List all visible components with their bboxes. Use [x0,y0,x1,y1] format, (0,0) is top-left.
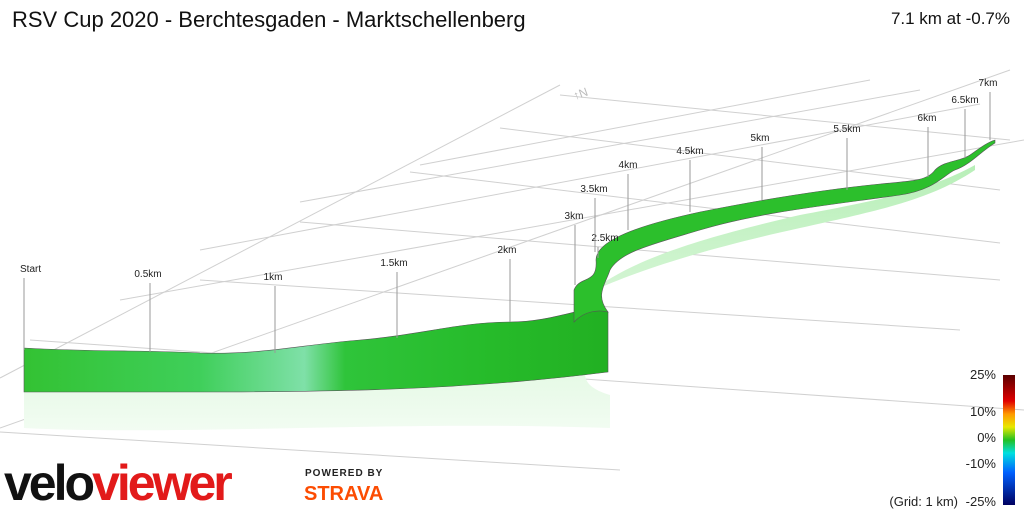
marker-label: 4km [619,160,638,171]
gradient-scale [1003,375,1015,505]
profile-wall-far [573,139,996,323]
marker-label: 4.5km [676,146,703,157]
marker-label: 1.5km [380,258,407,269]
legend-label: 0% [977,430,996,445]
marker-label: 7km [979,78,998,89]
legend-label: 10% [970,404,996,419]
marker-label: 0.5km [134,269,161,280]
profile-wall-near [23,308,609,393]
marker-label: 2.5km [591,233,618,244]
logo-viewer: viewer [92,455,232,511]
logo-velo: velo [4,455,94,511]
grid-note: (Grid: 1 km) [889,494,958,509]
north-indicator: ↑N [571,85,590,103]
legend-label: -25% [966,494,997,509]
marker-label: 6km [918,113,937,124]
legend-label: 25% [970,367,996,382]
summary: 7.1 km at -0.7% [891,9,1010,28]
marker-label: 6.5km [951,95,978,106]
profile-reflection [24,165,975,431]
marker-label: 2km [498,245,517,256]
strava-logo: STRAVA [304,483,383,505]
marker-label: Start [20,264,41,275]
title: RSV Cup 2020 - Berchtesgaden - Marktsche… [12,7,526,32]
marker-label: 3km [565,211,584,222]
legend-label: -10% [966,456,997,471]
marker-label: 3.5km [580,184,607,195]
marker-label: 1km [264,272,283,283]
marker-label: 5.5km [833,124,860,135]
powered-by: POWERED BY [305,468,383,479]
marker-label: 5km [751,133,770,144]
logo: veloviewer [4,455,232,511]
